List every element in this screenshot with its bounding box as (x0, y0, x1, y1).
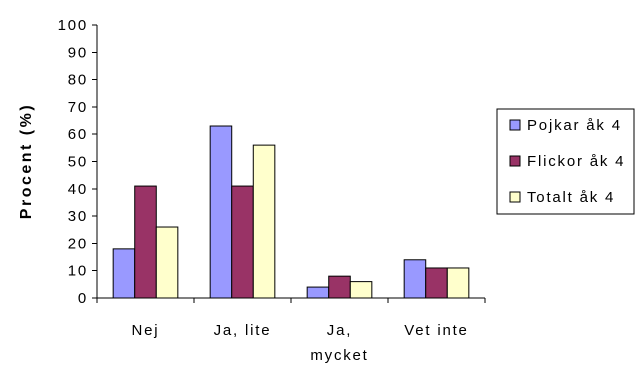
bar (134, 185, 157, 299)
y-tick-label: 70 (68, 99, 88, 116)
plot-area: 0 10 20 30 40 50 60 70 80 90 100 Nej Ja, lite Ja, myc… (58, 17, 486, 364)
x-tick-label: Ja, mycket (310, 322, 368, 364)
bar (112, 248, 136, 299)
legend-item: Flickor åk 4 (509, 153, 625, 170)
bar (231, 185, 254, 299)
x-tick-label: Vet inte (404, 322, 468, 339)
y-tick-label: 80 (68, 72, 88, 89)
bar (349, 281, 373, 299)
x-tick-label: Ja, lite (214, 322, 272, 339)
legend-item: Pojkar åk 4 (509, 117, 622, 134)
y-tick-label: 10 (68, 263, 88, 280)
legend-swatch (509, 155, 521, 167)
bar (328, 275, 351, 299)
legend-label: Pojkar åk 4 (527, 117, 622, 134)
legend-items: Pojkar åk 4 Flickor åk 4 Totalt åk 4 (509, 117, 625, 206)
y-tick-label: 100 (58, 17, 88, 34)
legend-label: Flickor åk 4 (527, 153, 625, 170)
bar (446, 267, 470, 299)
bars (112, 125, 470, 299)
y-tick-label: 90 (68, 44, 88, 61)
bar (155, 226, 179, 299)
y-tick-label: 60 (68, 126, 88, 143)
x-tick-label: Nej (132, 322, 160, 339)
y-axis-title: Procent (%) (18, 103, 35, 219)
legend-swatch (509, 191, 521, 203)
bar (425, 267, 448, 299)
bar (209, 125, 233, 299)
legend-swatch (509, 119, 521, 131)
y-ticks: 0 10 20 30 40 50 60 70 80 90 100 (58, 17, 97, 307)
bar (252, 144, 276, 299)
y-tick-label: 30 (68, 208, 88, 225)
y-tick-label: 40 (68, 181, 88, 198)
legend: Pojkar åk 4 Flickor åk 4 Totalt åk 4 (496, 108, 635, 215)
bar (403, 259, 427, 299)
x-ticks: Nej Ja, lite Ja, mycket Vet inte (96, 298, 486, 364)
bar (306, 286, 330, 299)
y-tick-label: 0 (78, 290, 88, 307)
legend-label: Totalt åk 4 (527, 189, 615, 206)
legend-item: Totalt åk 4 (509, 189, 615, 206)
y-tick-label: 20 (68, 235, 88, 252)
y-tick-label: 50 (68, 154, 88, 171)
